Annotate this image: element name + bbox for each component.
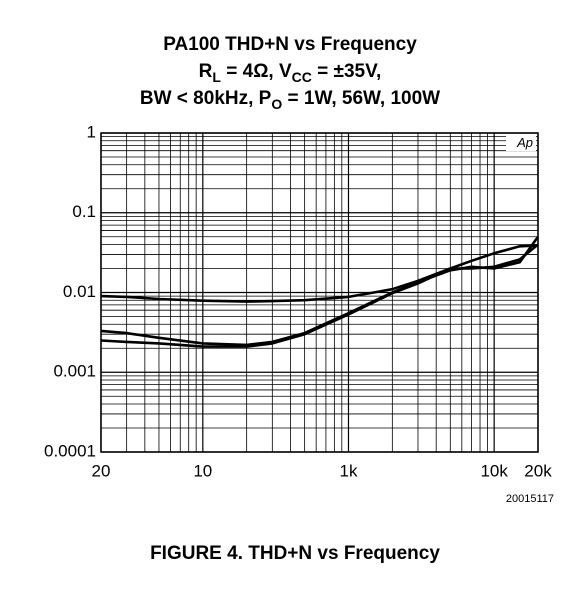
title-subscript: O <box>271 96 282 112</box>
series-line <box>100 244 539 303</box>
title-text: BW < 80kHz, P <box>140 88 272 109</box>
title-subscript: CC <box>292 69 312 85</box>
series-line <box>100 243 539 348</box>
y-tick-label: 0.1 <box>72 202 96 221</box>
y-tick-label: 0.01 <box>63 282 96 301</box>
chart-title: RL = 4Ω, VCC = ±35V, <box>199 61 382 85</box>
y-tick-label: 0.0001 <box>44 441 96 460</box>
title-text: = 4Ω, V <box>221 61 292 82</box>
x-tick-label: 20 <box>92 461 111 480</box>
chart-title: PA100 THD+N vs Frequency <box>163 34 417 55</box>
title-text: = 1W, 56W, 100W <box>282 88 440 109</box>
chart-title: BW < 80kHz, PO = 1W, 56W, 100W <box>140 88 440 112</box>
x-tick-label: 10k <box>480 461 508 480</box>
grid <box>100 132 539 453</box>
title-text: PA100 THD+N vs Frequency <box>163 34 417 55</box>
logo-bg <box>506 136 536 151</box>
figure-code: 20015117 <box>506 493 554 505</box>
x-tick-label: 10 <box>193 461 212 480</box>
caption: FIGURE 4. THD+N vs Frequency <box>150 543 440 564</box>
title-text: = ±35V, <box>312 61 381 82</box>
y-tick-label: 1 <box>87 122 96 141</box>
x-tick-label: 1k <box>339 461 357 480</box>
lines <box>100 236 540 348</box>
x-tick-label: 20k <box>524 461 552 480</box>
title-subscript: L <box>212 69 221 85</box>
y-tick-label: 0.001 <box>53 362 96 381</box>
title-text: R <box>199 61 213 82</box>
plot-frame <box>100 132 539 453</box>
logo: Ap <box>516 135 533 150</box>
